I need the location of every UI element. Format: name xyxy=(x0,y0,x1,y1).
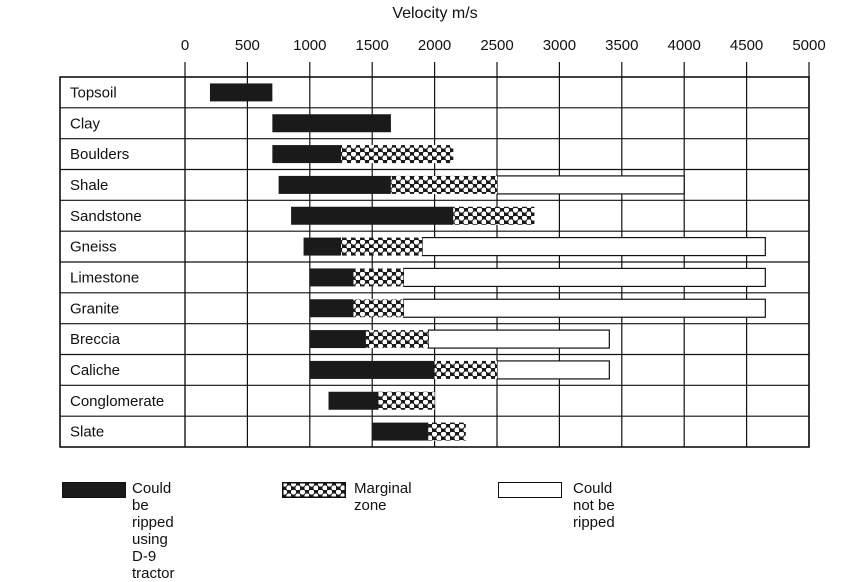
legend-label-ripped: Could be ripped using D-9 tractor xyxy=(132,480,175,582)
rippability-chart: Velocity m/s 0 500 1000 1500 2000 2500 3000 350… xyxy=(59,5,826,448)
bar-dotted-limestone xyxy=(353,268,404,287)
category-label-slate: Slate xyxy=(70,424,104,441)
x-tick-label-500: 500 xyxy=(235,37,260,54)
bar-dotted-shale xyxy=(390,175,497,194)
x-tick-label-4500: 4500 xyxy=(730,37,763,54)
legend-swatch-solid xyxy=(62,482,126,498)
category-label-sandstone: Sandstone xyxy=(70,208,142,225)
x-tick-label-1500: 1500 xyxy=(356,37,389,54)
bar-dotted-boulders xyxy=(341,145,454,164)
bar-solid-topsoil xyxy=(209,83,273,102)
bar-solid-granite xyxy=(309,299,354,318)
x-tick-label-5000: 5000 xyxy=(792,37,825,54)
bar-dotted-caliche xyxy=(434,360,497,379)
bar-open-granite xyxy=(402,298,766,318)
category-label-topsoil: Topsoil xyxy=(70,84,117,101)
x-tick-label-3000: 3000 xyxy=(543,37,576,54)
bar-open-gneiss xyxy=(421,236,766,257)
category-label-granite: Granite xyxy=(70,300,119,317)
chart-title: Velocity m/s xyxy=(392,5,477,22)
x-tick-label-2000: 2000 xyxy=(418,37,451,54)
bar-solid-gneiss xyxy=(303,237,341,256)
bar-solid-slate xyxy=(372,422,429,441)
x-tick-label-1000: 1000 xyxy=(293,37,326,54)
bar-open-caliche xyxy=(496,360,610,380)
legend-swatch-dotted xyxy=(282,482,346,498)
category-label-gneiss: Gneiss xyxy=(70,239,117,256)
bar-solid-breccia xyxy=(309,330,366,349)
category-label-limestone: Limestone xyxy=(70,269,139,286)
legend-swatch-open xyxy=(498,482,562,498)
category-labels: Topsoil Clay Boulders Shale Sandstone Gneiss L… xyxy=(70,84,164,440)
category-label-conglomerate: Conglomerate xyxy=(70,393,164,410)
bar-open-limestone xyxy=(402,267,766,288)
bar-dotted-conglomerate xyxy=(378,391,435,410)
bar-dotted-granite xyxy=(353,299,404,318)
bar-open-breccia xyxy=(427,329,610,349)
x-tick-labels: 0 500 1000 1500 2000 2500 3000 3500 4000 4500 5000 xyxy=(181,37,826,54)
bar-solid-boulders xyxy=(272,145,341,164)
bar-dotted-gneiss xyxy=(341,237,423,256)
bar-solid-sandstone xyxy=(291,206,454,225)
legend-label-marginal: Marginal zone xyxy=(354,480,412,514)
plot-frame xyxy=(59,76,810,448)
x-tick-label-4000: 4000 xyxy=(668,37,701,54)
legend-label-not-ripped: Could not be ripped xyxy=(573,480,615,531)
bars xyxy=(209,83,766,441)
bar-dotted-breccia xyxy=(365,330,429,349)
bar-open-shale xyxy=(496,175,685,195)
bar-solid-limestone xyxy=(309,268,354,287)
bar-solid-shale xyxy=(278,175,391,194)
x-tick-label-3500: 3500 xyxy=(605,37,638,54)
x-tick-label-2500: 2500 xyxy=(480,37,513,54)
bar-dotted-sandstone xyxy=(453,206,535,225)
bar-solid-conglomerate xyxy=(328,391,379,410)
grid xyxy=(60,62,810,447)
bar-dotted-slate xyxy=(428,422,466,441)
category-label-shale: Shale xyxy=(70,177,108,194)
bar-solid-clay xyxy=(272,114,391,133)
x-tick-label-0: 0 xyxy=(181,37,189,54)
category-label-caliche: Caliche xyxy=(70,362,120,379)
category-label-boulders: Boulders xyxy=(70,146,129,163)
category-label-clay: Clay xyxy=(70,115,101,132)
category-label-breccia: Breccia xyxy=(70,331,121,348)
bar-solid-caliche xyxy=(309,360,435,379)
